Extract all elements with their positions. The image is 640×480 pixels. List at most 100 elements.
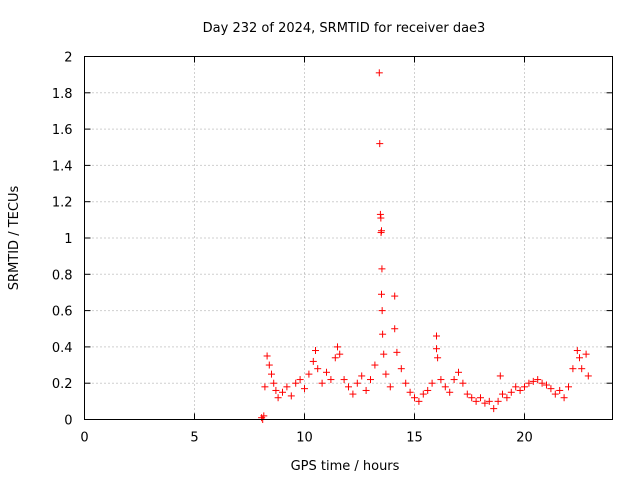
- data-point: [327, 376, 335, 384]
- data-point: [397, 365, 405, 373]
- data-point: [340, 376, 348, 384]
- x-tick-label: 5: [190, 431, 198, 446]
- data-point: [349, 390, 357, 398]
- data-point: [353, 379, 361, 387]
- data-point: [507, 388, 515, 396]
- data-point: [391, 292, 399, 300]
- data-points: [258, 69, 592, 423]
- data-point: [573, 347, 581, 355]
- data-point: [556, 386, 564, 394]
- data-point: [569, 365, 577, 373]
- y-tick-label: 2: [64, 51, 72, 66]
- data-point: [499, 390, 506, 398]
- data-point: [477, 394, 484, 402]
- data-point: [525, 379, 533, 387]
- data-point: [529, 377, 537, 385]
- data-point: [375, 69, 383, 77]
- y-axis-label: SRMTID / TECUs: [7, 186, 22, 291]
- data-point: [402, 379, 410, 387]
- data-point: [551, 390, 559, 398]
- x-tick-label: 0: [80, 431, 88, 446]
- data-point: [287, 392, 295, 400]
- data-point: [331, 354, 339, 362]
- data-point: [434, 354, 442, 362]
- y-tick-label: 0.4: [52, 341, 73, 356]
- data-point: [576, 354, 583, 362]
- data-point: [463, 390, 471, 398]
- data-point: [362, 386, 370, 394]
- x-tick-label: 20: [516, 431, 533, 446]
- data-point: [272, 386, 280, 394]
- data-point: [584, 372, 592, 380]
- data-point: [386, 383, 394, 391]
- data-point: [455, 368, 462, 376]
- y-tick-label: 1.6: [52, 123, 73, 138]
- x-tick-label: 15: [406, 431, 423, 446]
- data-point: [382, 370, 390, 378]
- data-point: [424, 386, 432, 394]
- data-point: [292, 379, 300, 387]
- data-point: [582, 350, 590, 358]
- data-point: [534, 376, 542, 384]
- data-point: [265, 361, 273, 369]
- y-tick-label: 0: [64, 414, 72, 429]
- y-tick-label: 0.6: [52, 305, 73, 320]
- data-point: [377, 214, 385, 222]
- data-point: [419, 390, 427, 398]
- data-point: [547, 385, 555, 393]
- data-point: [450, 376, 458, 384]
- data-point: [378, 265, 386, 273]
- x-axis-label: GPS time / hours: [291, 459, 400, 474]
- data-point: [367, 376, 374, 384]
- data-point: [378, 307, 386, 315]
- data-point: [578, 365, 586, 373]
- data-point: [309, 357, 317, 365]
- data-point: [538, 379, 546, 387]
- data-point: [415, 397, 423, 405]
- data-point: [274, 394, 282, 402]
- data-point: [503, 394, 511, 402]
- data-point: [446, 388, 454, 396]
- data-point: [485, 397, 493, 405]
- data-point: [305, 370, 313, 378]
- data-point: [512, 383, 520, 391]
- data-point: [358, 372, 366, 380]
- data-point: [334, 343, 341, 351]
- data-point: [380, 350, 388, 358]
- data-point: [516, 386, 524, 394]
- data-point: [378, 290, 385, 298]
- data-point: [323, 368, 330, 376]
- grid-lines: [84, 56, 613, 420]
- data-point: [494, 397, 502, 405]
- data-point: [406, 388, 414, 396]
- chart-title: Day 232 of 2024, SRMTID for receiver dae…: [203, 21, 486, 36]
- data-point: [393, 348, 401, 356]
- data-point: [433, 332, 440, 340]
- data-point: [371, 361, 379, 369]
- y-tick-label: 1.8: [52, 87, 73, 102]
- data-point: [260, 412, 268, 420]
- data-point: [472, 397, 480, 405]
- data-point: [268, 370, 275, 378]
- y-tick-label: 0.8: [52, 268, 73, 283]
- data-point: [441, 383, 449, 391]
- data-point: [490, 405, 498, 413]
- data-point: [378, 227, 385, 235]
- data-point: [565, 383, 572, 391]
- y-tick-label: 1.4: [52, 159, 73, 174]
- y-tick-label: 1.2: [52, 196, 73, 211]
- data-point: [521, 383, 528, 391]
- plot-frame: [84, 56, 613, 420]
- data-point: [296, 376, 304, 384]
- data-point: [560, 394, 568, 402]
- data-point: [261, 383, 269, 391]
- data-point: [391, 325, 399, 333]
- data-point: [312, 347, 319, 355]
- data-point: [283, 383, 291, 391]
- data-point: [481, 399, 489, 407]
- data-point: [376, 140, 384, 148]
- data-point: [437, 376, 445, 384]
- data-point: [270, 379, 278, 387]
- data-point: [428, 379, 436, 387]
